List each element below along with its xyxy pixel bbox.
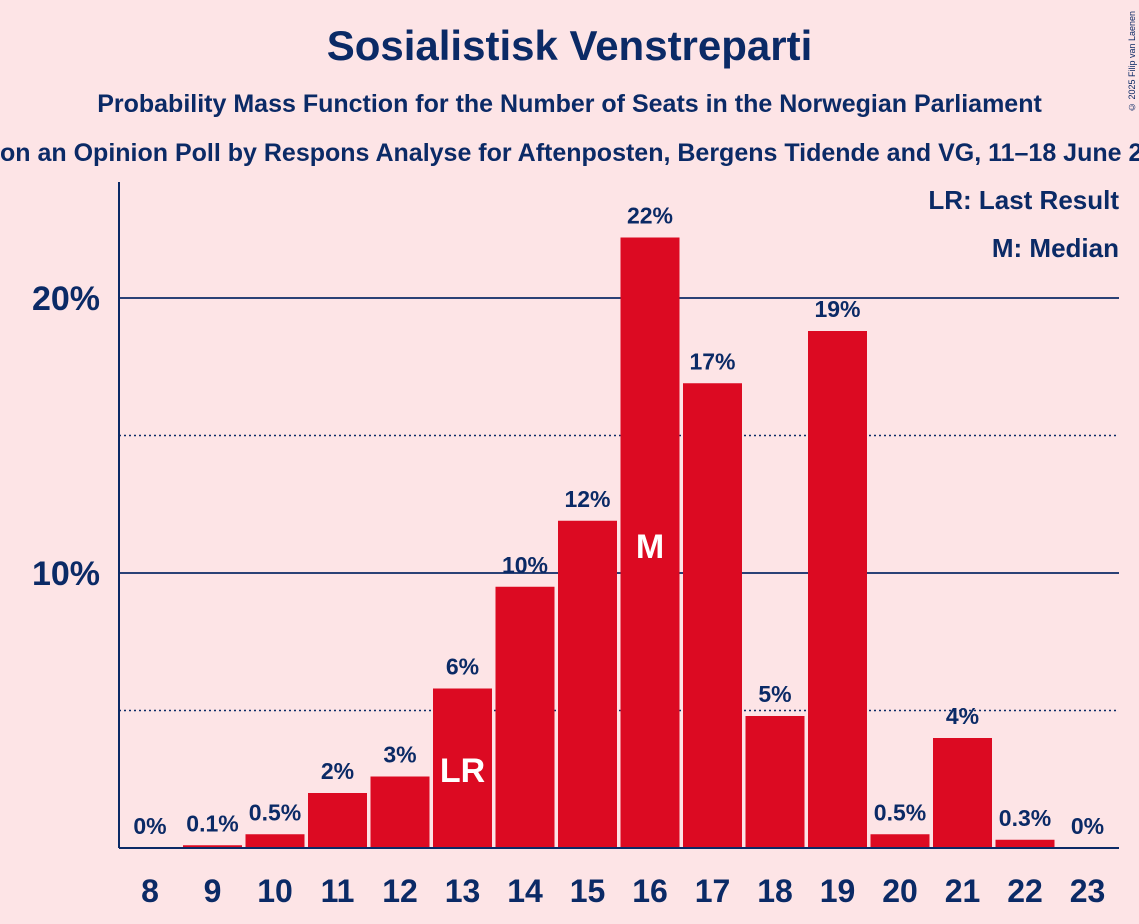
data-label: 5%: [758, 681, 791, 707]
x-tick-label: 16: [632, 873, 668, 909]
y-tick-label: 10%: [32, 555, 100, 593]
chart-subtitle: Probability Mass Function for the Number…: [97, 90, 1042, 118]
data-label: 17%: [689, 348, 735, 374]
bar-21: [933, 738, 992, 848]
data-label: 22%: [627, 203, 673, 229]
bar-20: [870, 834, 930, 848]
data-label: 19%: [814, 296, 860, 322]
x-tick-label: 11: [321, 873, 355, 909]
x-tick-label: 19: [820, 873, 856, 909]
bar-12: [370, 776, 430, 848]
bar-14: [495, 586, 555, 848]
x-tick-label: 13: [445, 873, 481, 909]
y-tick-label: 20%: [32, 280, 100, 318]
x-tick-label: 15: [570, 873, 606, 909]
bar-13: [433, 688, 492, 848]
x-tick-label: 9: [204, 873, 222, 909]
data-label: 12%: [564, 486, 610, 512]
bar-15: [558, 520, 617, 848]
data-label: 3%: [383, 742, 416, 768]
legend-last-result: LR: Last Result: [928, 185, 1119, 215]
bar-17: [683, 383, 742, 848]
x-tick-label: 23: [1070, 873, 1106, 909]
x-tick-label: 21: [945, 873, 981, 909]
data-label: 0%: [1071, 813, 1104, 839]
x-tick-label: 10: [257, 873, 293, 909]
bar-19: [808, 331, 867, 848]
data-label: 0.1%: [186, 810, 238, 836]
bar-16: [620, 237, 680, 848]
x-tick-label: 18: [757, 873, 793, 909]
data-label: 2%: [321, 758, 354, 784]
data-label: 0.5%: [249, 799, 301, 825]
data-label: 0%: [133, 813, 166, 839]
data-label: 0.5%: [874, 799, 926, 825]
bar-9: [183, 845, 242, 848]
bar-11: [308, 793, 367, 848]
legend-median: M: Median: [991, 233, 1119, 263]
chart-title: Sosialistisk Venstreparti: [326, 22, 813, 69]
x-tick-label: 20: [882, 873, 918, 909]
data-label: 10%: [502, 552, 548, 578]
chart-source-line: on an Opinion Poll by Respons Analyse fo…: [0, 139, 1139, 167]
x-tick-label: 22: [1007, 873, 1043, 909]
annotation-lr: LR: [440, 752, 485, 790]
bar-22: [995, 839, 1055, 848]
x-tick-label: 12: [382, 873, 418, 909]
data-label: 6%: [446, 654, 479, 680]
data-label: 0.3%: [999, 805, 1051, 831]
x-tick-label: 14: [507, 873, 543, 909]
data-label: 4%: [946, 703, 979, 729]
bar-10: [245, 834, 305, 848]
x-tick-label: 8: [141, 873, 159, 909]
annotation-m: M: [636, 528, 664, 566]
bar-18: [745, 716, 805, 848]
x-tick-label: 17: [695, 873, 731, 909]
